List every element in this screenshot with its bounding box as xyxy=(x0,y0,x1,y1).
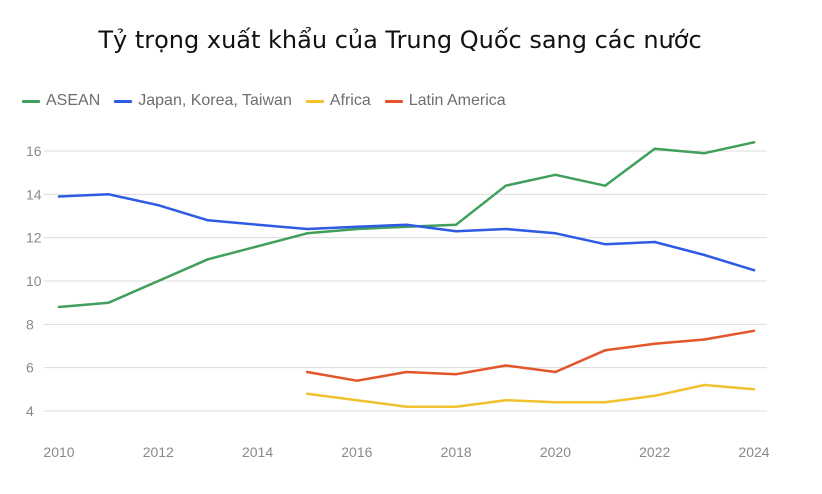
data-point-latin-america-2022 xyxy=(653,342,656,346)
data-point-asean-2016 xyxy=(355,227,359,231)
data-point-latin-america-2019 xyxy=(504,364,507,367)
y-tick-label-6: 6 xyxy=(26,360,34,376)
data-point-africa-2022 xyxy=(653,394,656,398)
x-tick-label-2024: 2024 xyxy=(738,444,769,460)
x-tick-label-2016: 2016 xyxy=(341,444,372,460)
x-tick-label-2012: 2012 xyxy=(143,444,174,460)
data-point-japan-korea-taiwan-2017 xyxy=(405,223,408,226)
data-point-asean-2019 xyxy=(504,184,507,187)
data-point-asean-2022 xyxy=(653,147,656,151)
data-point-japan-korea-taiwan-2010 xyxy=(57,195,61,198)
data-point-japan-korea-taiwan-2018 xyxy=(454,229,458,233)
data-point-asean-2011 xyxy=(107,301,110,304)
data-point-japan-korea-taiwan-2016 xyxy=(355,225,359,229)
legend-item-japan-korea-taiwan: Japan, Korea, Taiwan xyxy=(114,92,292,110)
data-point-latin-america-2020 xyxy=(554,370,557,374)
data-point-asean-2017 xyxy=(405,225,408,229)
x-tick-label-2020: 2020 xyxy=(540,444,571,460)
data-point-africa-2015 xyxy=(306,392,309,395)
data-point-africa-2019 xyxy=(504,398,507,402)
legend-item-asean: ASEAN xyxy=(22,92,100,110)
data-point-asean-2024 xyxy=(752,141,756,144)
legend-label-africa: Africa xyxy=(329,92,371,109)
data-point-japan-korea-taiwan-2011 xyxy=(107,193,110,196)
x-tick-label-2014: 2014 xyxy=(242,444,273,460)
y-tick-label-16: 16 xyxy=(26,143,42,159)
data-point-asean-2018 xyxy=(454,223,458,226)
data-point-japan-korea-taiwan-2015 xyxy=(306,227,309,231)
data-point-asean-2012 xyxy=(157,279,160,283)
data-point-africa-2024 xyxy=(752,388,756,391)
chart-title: Tỷ trọng xuất khẩu của Trung Quốc sang c… xyxy=(98,26,702,54)
legend-swatch-latin-america xyxy=(384,99,403,103)
legend-label-japan-korea-taiwan: Japan, Korea, Taiwan xyxy=(138,92,292,109)
data-point-japan-korea-taiwan-2014 xyxy=(256,223,259,226)
legend-item-latin-america: Latin America xyxy=(384,92,506,110)
y-tick-label-14: 14 xyxy=(26,186,42,202)
data-point-latin-america-2017 xyxy=(405,370,408,374)
data-point-japan-korea-taiwan-2022 xyxy=(653,240,656,244)
data-point-asean-2014 xyxy=(256,245,259,248)
legend-item-africa: Africa xyxy=(305,92,371,110)
legend-label-latin-america: Latin America xyxy=(408,92,506,109)
series-line-africa xyxy=(305,383,756,408)
y-tick-label-8: 8 xyxy=(26,316,34,332)
data-point-latin-america-2023 xyxy=(703,338,706,341)
data-point-japan-korea-taiwan-2023 xyxy=(703,253,706,257)
series-line-latin-america xyxy=(305,329,756,382)
data-point-africa-2021 xyxy=(603,401,607,404)
series-line-japan-korea-taiwan xyxy=(57,193,756,272)
x-tick-label-2022: 2022 xyxy=(639,444,670,460)
legend-swatch-africa xyxy=(305,99,324,103)
y-tick-label-10: 10 xyxy=(26,273,42,289)
data-point-latin-america-2021 xyxy=(603,349,607,352)
data-point-latin-america-2018 xyxy=(454,372,458,376)
legend-swatch-asean xyxy=(22,99,40,103)
x-tick-label-2010: 2010 xyxy=(43,444,74,460)
data-point-japan-korea-taiwan-2013 xyxy=(206,219,210,222)
legend-label-asean: ASEAN xyxy=(46,92,101,109)
legend: ASEAN Japan, Korea, Taiwan Africa Latin … xyxy=(22,92,506,110)
data-point-asean-2013 xyxy=(206,258,210,261)
data-point-asean-2010 xyxy=(57,305,61,309)
y-tick-label-4: 4 xyxy=(26,403,34,419)
data-point-asean-2020 xyxy=(554,173,557,177)
data-point-asean-2021 xyxy=(603,184,607,187)
data-point-japan-korea-taiwan-2021 xyxy=(603,242,607,246)
x-tick-label-2018: 2018 xyxy=(441,444,472,460)
data-point-asean-2023 xyxy=(703,151,706,155)
data-point-africa-2023 xyxy=(703,383,706,387)
data-point-japan-korea-taiwan-2020 xyxy=(554,232,557,235)
data-point-japan-korea-taiwan-2019 xyxy=(504,227,507,231)
data-point-japan-korea-taiwan-2012 xyxy=(157,203,160,207)
data-point-latin-america-2016 xyxy=(355,379,359,382)
y-tick-label-12: 12 xyxy=(26,230,42,246)
data-point-africa-2018 xyxy=(454,405,458,408)
data-point-africa-2020 xyxy=(554,401,557,404)
data-point-africa-2016 xyxy=(355,398,359,402)
data-point-latin-america-2024 xyxy=(752,329,756,333)
legend-swatch-japan-korea-taiwan xyxy=(114,99,133,103)
data-point-latin-america-2015 xyxy=(306,370,309,374)
data-point-africa-2017 xyxy=(405,405,408,408)
data-point-japan-korea-taiwan-2024 xyxy=(752,268,756,272)
data-point-asean-2015 xyxy=(306,232,309,235)
